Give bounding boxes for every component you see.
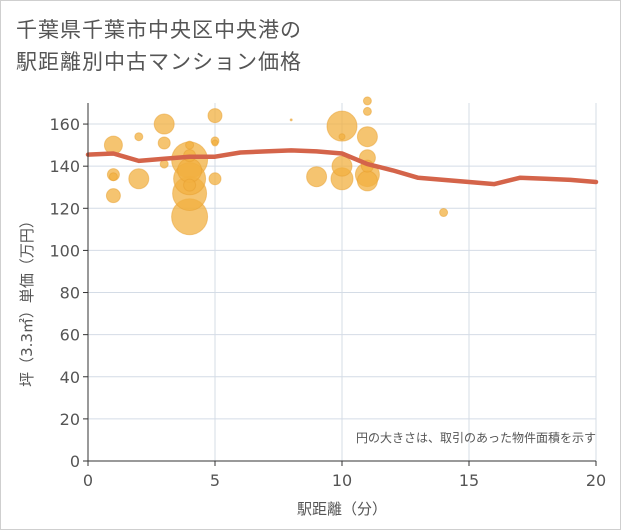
- data-bubble: [153, 113, 175, 135]
- x-tick-label: 20: [586, 471, 606, 490]
- chart-title: 千葉県千葉市中央区中央港の 駅距離別中古マンション価格: [16, 14, 576, 78]
- data-bubble: [185, 140, 195, 150]
- y-tick-label: 80: [60, 284, 80, 303]
- chart-title-line2: 駅距離別中古マンション価格: [16, 50, 302, 74]
- data-bubble: [362, 96, 372, 106]
- bubbles: [103, 96, 449, 236]
- y-tick-label: 120: [49, 199, 80, 218]
- data-bubble: [207, 108, 223, 124]
- x-tick-label: 5: [210, 471, 220, 490]
- y-tick-label: 160: [49, 115, 80, 134]
- y-tick-label: 100: [49, 241, 80, 260]
- data-bubble: [356, 170, 378, 192]
- chart-title-line1: 千葉県千葉市中央区中央港の: [16, 18, 302, 42]
- x-tick-label: 0: [83, 471, 93, 490]
- y-tick-label: 140: [49, 157, 80, 176]
- size-note: 円の大きさは、取引のあった物件面積を示す: [356, 430, 596, 445]
- y-tick-label: 60: [60, 326, 80, 345]
- data-bubble: [211, 139, 219, 147]
- y-tick-label: 0: [70, 452, 80, 471]
- data-bubble: [183, 178, 197, 192]
- x-tick-label: 10: [332, 471, 352, 490]
- data-bubble: [128, 168, 150, 190]
- tick-labels: 0 20 40 60 80 100 120 140 160 0 5 10 15 20: [49, 115, 606, 490]
- data-bubble: [439, 208, 449, 218]
- data-bubble: [108, 172, 118, 182]
- data-bubble: [356, 126, 378, 148]
- data-bubble: [157, 136, 171, 150]
- data-bubble: [331, 155, 353, 177]
- data-bubble: [289, 118, 293, 122]
- trend-line: [85, 148, 599, 187]
- trend-line-path: [85, 148, 599, 187]
- data-bubble: [326, 110, 358, 142]
- data-bubble: [105, 188, 121, 204]
- data-bubble: [208, 172, 222, 186]
- y-tick-label: 20: [60, 410, 80, 429]
- y-tick-label: 40: [60, 368, 80, 387]
- y-axis-label: 坪（3.3㎡）単価（万円）: [18, 213, 36, 387]
- x-axis-label: 駅距離（分）: [297, 500, 387, 518]
- data-bubble: [362, 106, 372, 116]
- data-bubble: [134, 132, 144, 142]
- data-bubble: [338, 133, 346, 141]
- grid: [88, 103, 597, 461]
- x-tick-label: 15: [459, 471, 479, 490]
- data-bubble: [306, 166, 328, 188]
